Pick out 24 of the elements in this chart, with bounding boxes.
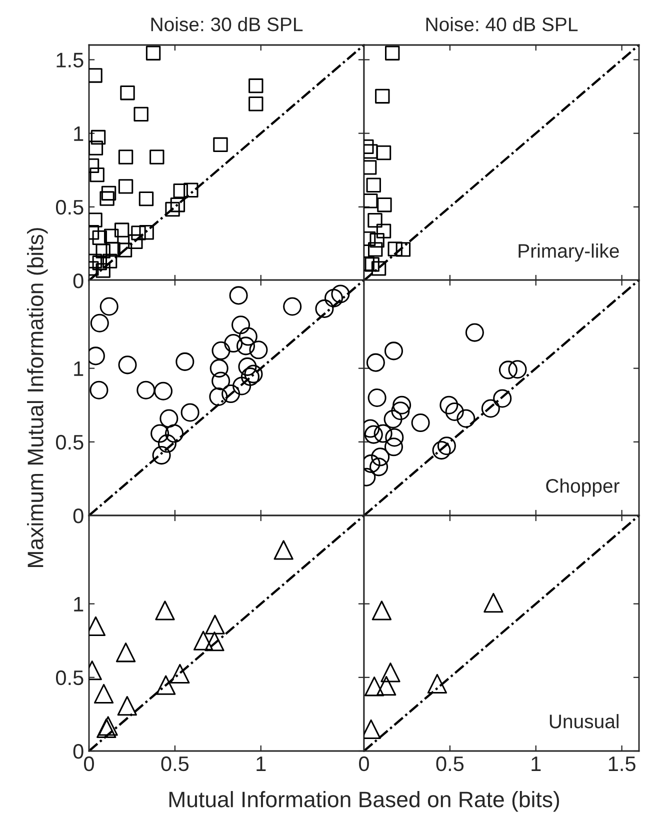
chart-title: Noise: 40 dB SPL — [426, 17, 578, 32]
y-axis-title: Maximum Mutual Information (bits) — [27, 228, 48, 567]
y-tick-label: 0.5 — [56, 200, 84, 215]
chart-title: Noise: 30 dB SPL — [151, 17, 303, 32]
x-tick-label: 0.5 — [161, 756, 189, 772]
x-axis-title: Mutual Information Based on Rate (bits) — [169, 791, 560, 812]
y-tick-label: 0 — [73, 744, 84, 759]
x-tick-label: 0 — [359, 756, 369, 772]
y-tick-label: 1 — [74, 362, 84, 376]
annotation: Unusual — [550, 714, 618, 728]
y-tick-label: 1 — [74, 126, 84, 141]
y-tick-label: 1 — [74, 597, 84, 612]
annotation: Primary-like — [518, 244, 619, 262]
y-tick-label: 0.5 — [56, 670, 84, 686]
x-tick-label: 0 — [84, 756, 94, 772]
y-tick-label: 1.5 — [56, 52, 84, 68]
x-tick-label: 0.5 — [436, 756, 464, 772]
y-tick-label: 0 — [73, 508, 84, 524]
y-tick-label: 0 — [73, 274, 84, 288]
x-tick-label: 1 — [256, 756, 266, 771]
x-tick-label: 1.5 — [608, 756, 636, 772]
annotation: Chopper — [546, 478, 620, 497]
x-tick-label: 1 — [532, 756, 541, 771]
y-tick-label: 0.5 — [56, 434, 84, 450]
